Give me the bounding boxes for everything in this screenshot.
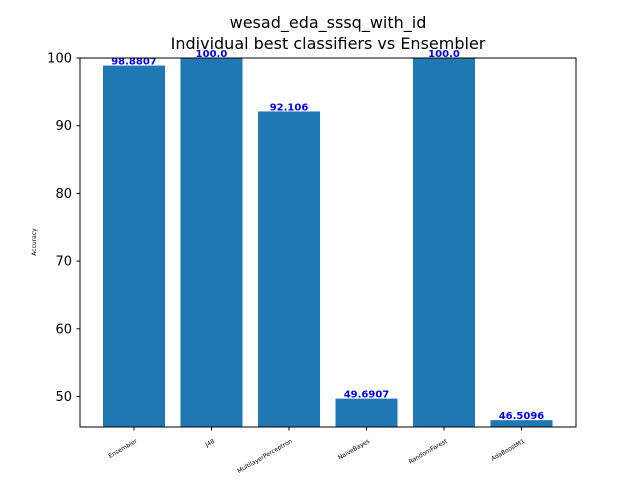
y-tick-label-100: 100 (47, 52, 72, 67)
bar-ensembler (103, 65, 165, 427)
y-tick-label-80: 80 (55, 187, 72, 202)
value-label-ensembler: 98.8807 (111, 57, 157, 68)
chart-title: wesad_eda_sssq_with_id (230, 13, 427, 33)
x-tick-label-j48: J48 (204, 438, 217, 449)
bar-randomforest (413, 58, 475, 427)
bar-adaboostm1 (490, 420, 553, 427)
y-tick-label-50: 50 (55, 390, 72, 405)
value-label-multilayerperceptron: 92.106 (270, 102, 309, 113)
value-label-randomforest: 100.0 (428, 49, 460, 60)
plot-frame (79, 57, 577, 428)
y-axis-label: Accuracy (31, 228, 38, 256)
chart-subtitle: Individual best classifiers vs Ensembler (171, 34, 486, 53)
bars-layer (103, 58, 553, 427)
bar-multilayerperceptron (258, 111, 320, 427)
bar-naivebayes (335, 398, 398, 427)
bar-j48 (180, 58, 243, 427)
y-tick-label-90: 90 (55, 119, 72, 134)
y-axis: 50 60 70 80 90 100 (47, 52, 80, 405)
y-tick-label-70: 70 (55, 255, 72, 270)
value-label-adaboostm1: 46.5096 (499, 411, 545, 422)
value-labels-layer: 98.8807 100.0 92.106 49.6907 100.0 46.5096 (111, 49, 544, 422)
y-tick-label-60: 60 (55, 322, 72, 337)
value-label-naivebayes: 49.6907 (344, 390, 390, 401)
value-label-j48: 100.0 (196, 49, 228, 60)
